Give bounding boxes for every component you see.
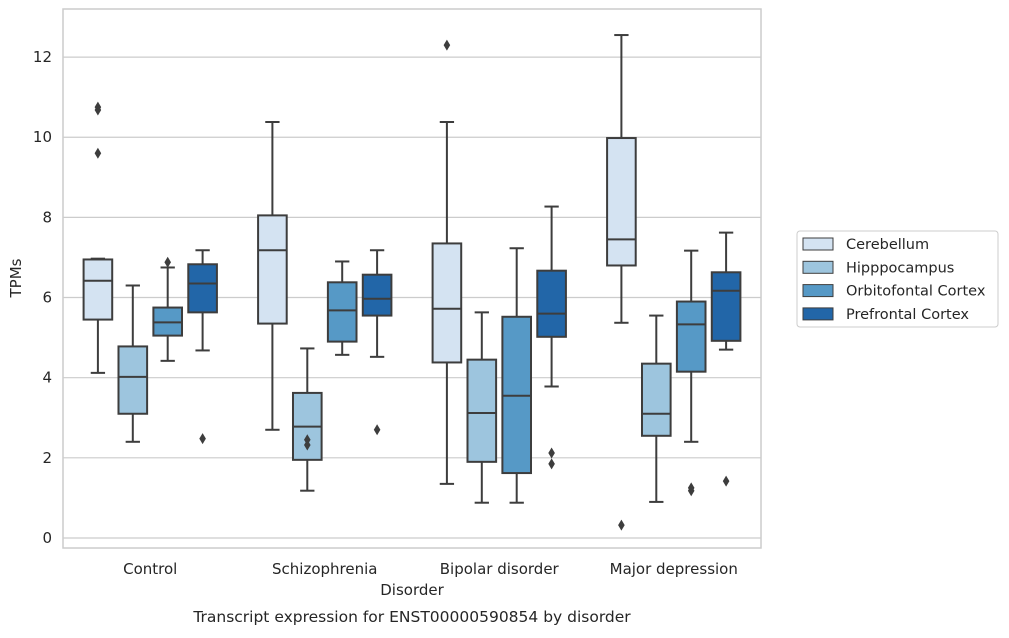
legend-swatch — [802, 237, 834, 251]
legend-item: Prefrontal Cortex — [802, 307, 969, 323]
legend-swatch — [802, 284, 834, 298]
x-tick-labels: Control Schizophrenia Bipolar disorder Majo… — [123, 560, 738, 578]
box — [536, 269, 567, 338]
legend-item: Orbitofontal Cortex — [802, 284, 986, 300]
outlier-point — [164, 256, 171, 268]
box-group — [152, 256, 184, 362]
x-tick-label: Control — [123, 560, 177, 578]
x-axis-label: Disorder — [380, 581, 444, 599]
x-tick-label: Major depression — [610, 560, 738, 578]
box-group — [675, 249, 707, 497]
legend-swatch — [802, 307, 834, 321]
box — [361, 273, 393, 317]
box-group — [710, 231, 742, 487]
legend-item: Cerebellum — [802, 237, 929, 253]
box — [117, 345, 149, 415]
y-tick-label: 8 — [42, 208, 52, 226]
box-group — [361, 249, 393, 436]
outlier-point — [722, 475, 730, 487]
box — [606, 137, 637, 267]
box — [466, 358, 498, 463]
x-tick-label: Bipolar disorder — [440, 560, 560, 578]
boxes — [82, 34, 742, 531]
outlier-point — [443, 39, 451, 51]
outlier-point — [548, 458, 555, 470]
box — [640, 362, 672, 437]
outlier-point — [618, 519, 625, 531]
box — [326, 281, 358, 343]
y-tick-label: 10 — [33, 128, 52, 146]
outlier-point — [94, 101, 102, 113]
box — [187, 263, 218, 314]
y-tick-label: 6 — [42, 289, 52, 307]
box-group — [501, 247, 533, 504]
outlier-point — [199, 433, 206, 445]
outlier-point — [548, 447, 555, 459]
chart-caption: Transcript expression for ENST0000059085… — [192, 608, 631, 626]
box-group — [117, 284, 149, 443]
grid-lines — [63, 56, 761, 539]
box — [431, 242, 463, 364]
legend-frame — [796, 230, 999, 328]
plot-frame — [62, 8, 762, 549]
legend-label: Prefrontal Cortex — [846, 307, 969, 323]
x-tick-label: Schizophrenia — [272, 560, 377, 578]
box-group — [82, 101, 114, 374]
y-tick-labels: 0 2 4 6 8 10 12 — [33, 48, 52, 547]
box-group — [257, 121, 288, 431]
legend-label: Cerebellum — [846, 237, 929, 253]
box-group — [606, 34, 637, 531]
y-tick-label: 0 — [42, 529, 52, 547]
y-axis-label: TPMs — [7, 258, 25, 298]
y-tick-label: 12 — [33, 48, 52, 66]
box-group — [326, 260, 358, 356]
legend-label: Hipppocampus — [846, 260, 954, 276]
box-group — [536, 205, 567, 470]
outlier-point — [373, 424, 381, 436]
y-tick-label: 2 — [42, 449, 52, 467]
outlier-point — [687, 482, 695, 494]
box-group — [431, 39, 463, 485]
legend: Cerebellum Hipppocampus Orbitofontal Corte… — [796, 230, 999, 328]
box — [675, 300, 707, 373]
box-group — [291, 347, 323, 492]
legend-label: Orbitofontal Cortex — [846, 284, 986, 300]
legend-swatch — [802, 260, 834, 274]
outlier-point — [304, 434, 311, 446]
box — [710, 271, 742, 342]
legend-item: Hipppocampus — [802, 260, 954, 276]
y-tick-label: 4 — [42, 369, 52, 387]
box-group — [640, 314, 672, 503]
box-group — [466, 311, 498, 504]
box-group — [187, 249, 218, 445]
box — [82, 258, 114, 321]
box — [257, 214, 288, 325]
outlier-point — [94, 147, 102, 159]
